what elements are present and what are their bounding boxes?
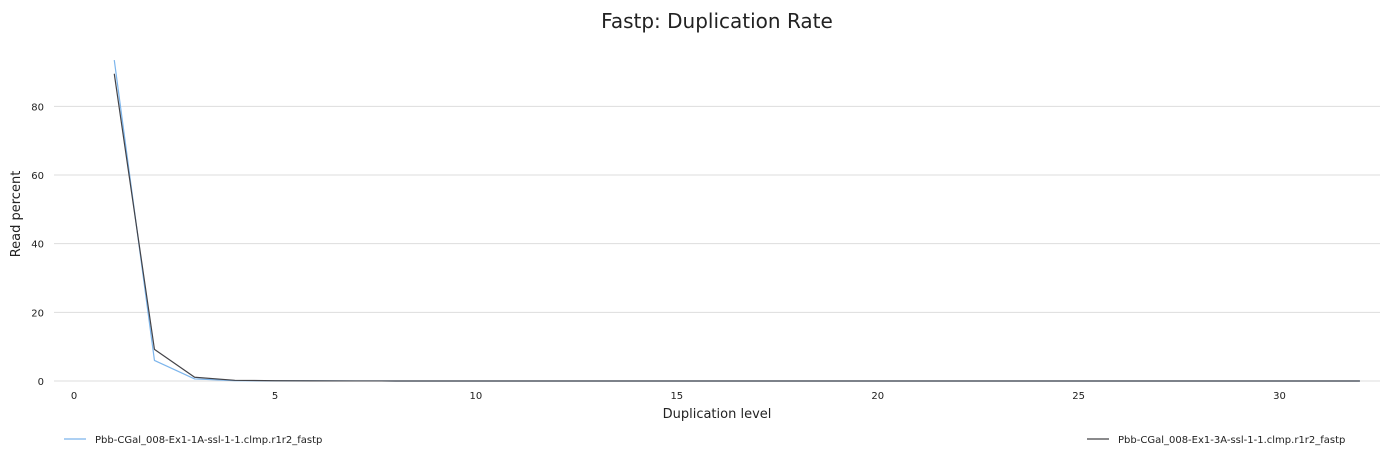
- legend-label: Pbb-CGal_008-Ex1-1A-ssl-1-1.clmp.r1r2_fa…: [95, 435, 322, 446]
- y-tick-label: 0: [38, 377, 44, 388]
- x-tick-label: 20: [871, 391, 884, 402]
- grid-layer: [54, 105, 1380, 382]
- legend-label: Pbb-CGal_008-Ex1-3A-ssl-1-1.clmp.r1r2_fa…: [1118, 435, 1345, 446]
- legend: Pbb-CGal_008-Ex1-1A-ssl-1-1.clmp.r1r2_fa…: [64, 435, 1345, 446]
- legend-item[interactable]: Pbb-CGal_008-Ex1-3A-ssl-1-1.clmp.r1r2_fa…: [1087, 435, 1345, 446]
- x-tick-label: 0: [71, 391, 77, 402]
- x-tick-label: 25: [1072, 391, 1085, 402]
- x-axis-label: Duplication level: [663, 407, 772, 422]
- x-tick-labels: 0 5 10 15 20 25 30: [71, 391, 1286, 402]
- series-line-1[interactable]: [113, 59, 1360, 382]
- y-tick-label: 60: [31, 171, 44, 182]
- x-tick-label: 5: [272, 391, 278, 402]
- legend-item[interactable]: Pbb-CGal_008-Ex1-1A-ssl-1-1.clmp.r1r2_fa…: [64, 435, 322, 446]
- y-axis-label: Read percent: [9, 171, 24, 258]
- x-tick-label: 15: [670, 391, 683, 402]
- y-tick-label: 40: [31, 240, 44, 251]
- x-tick-label: 10: [470, 391, 483, 402]
- y-tick-labels: 0 20 40 60 80: [31, 102, 44, 388]
- series-layer: [113, 59, 1360, 382]
- y-tick-label: 80: [31, 102, 44, 113]
- series-line-2[interactable]: [113, 73, 1360, 382]
- x-tick-label: 30: [1273, 391, 1286, 402]
- y-tick-label: 20: [31, 308, 44, 319]
- chart-title: Fastp: Duplication Rate: [601, 9, 833, 33]
